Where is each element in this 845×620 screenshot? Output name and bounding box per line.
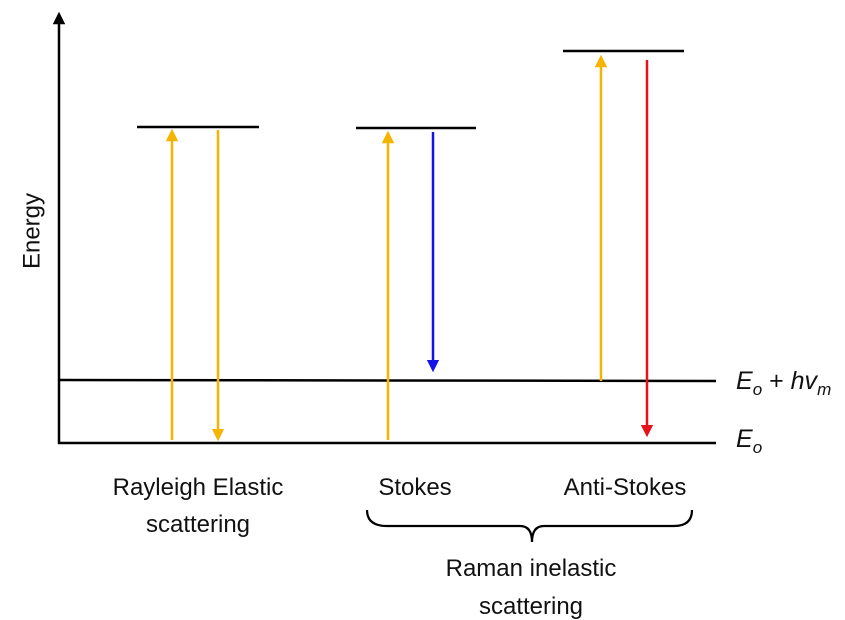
y-axis-label: Energy: [18, 193, 45, 269]
raman-label-line2: scattering: [479, 593, 583, 620]
raman-label-line1: Raman inelastic: [446, 555, 617, 582]
raman-group-brace: [365, 509, 694, 543]
rayleigh-label-line2: scattering: [146, 511, 250, 538]
anti-stokes-label: Anti-Stokes: [564, 474, 687, 501]
ground-level-label: Eo: [736, 425, 762, 457]
excited-vibrational-level-label: Eo + hvm: [736, 367, 831, 399]
stokes-label: Stokes: [378, 474, 451, 501]
rayleigh-label-line1: Rayleigh Elastic: [113, 474, 284, 501]
